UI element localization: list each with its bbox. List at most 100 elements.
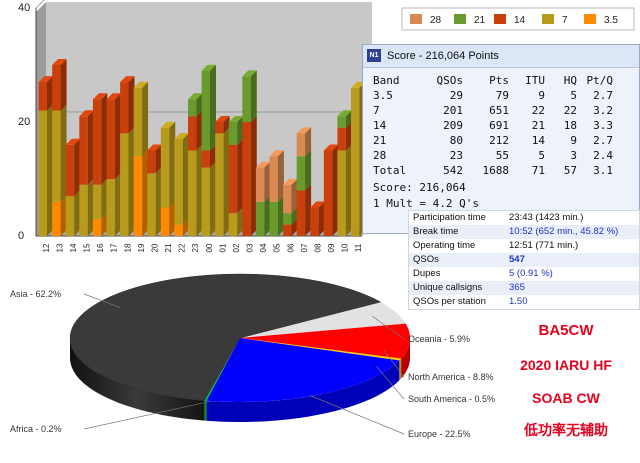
bar-side bbox=[87, 178, 94, 236]
stat-label: QSOs per station bbox=[413, 296, 486, 307]
score-cell: Pt/Q bbox=[586, 74, 614, 87]
bar-side bbox=[291, 218, 298, 236]
x-tick-label: 21 bbox=[164, 243, 173, 252]
score-cell: 3.5 bbox=[373, 89, 393, 102]
score-cell: 23 bbox=[449, 149, 463, 162]
bar-segment bbox=[201, 144, 217, 168]
bar-segment bbox=[92, 178, 108, 219]
x-tick-label: 07 bbox=[300, 243, 309, 252]
bar-side bbox=[345, 121, 352, 151]
x-tick-label: 01 bbox=[218, 243, 227, 252]
pie-slice-north-america bbox=[240, 323, 411, 359]
stat-value: 1.50 bbox=[509, 296, 528, 307]
bar-front bbox=[228, 213, 238, 236]
bar-segment bbox=[120, 76, 135, 134]
bar-segment bbox=[269, 195, 284, 236]
legend-label: 14 bbox=[514, 15, 526, 26]
bar-side bbox=[277, 195, 284, 236]
bar-front bbox=[106, 99, 115, 179]
score-cell: 21 bbox=[373, 134, 387, 147]
continent-pie-chart: Oceania - 5.9% North America - 8.8% South … bbox=[10, 273, 495, 439]
bar-side bbox=[318, 201, 325, 236]
bar-segment bbox=[160, 121, 176, 208]
bar-side bbox=[101, 93, 108, 185]
continent-pie-panel: Oceania - 5.9% North America - 8.8% South … bbox=[0, 262, 640, 458]
stat-label: QSOs bbox=[413, 254, 439, 265]
bar-segment bbox=[215, 116, 230, 134]
legend-swatch bbox=[542, 14, 554, 24]
pie-side-north-america bbox=[401, 338, 410, 379]
bar-segment bbox=[174, 218, 189, 236]
bar-front bbox=[65, 196, 75, 236]
bar-segment bbox=[106, 93, 121, 179]
score-cell: ITU bbox=[525, 74, 545, 87]
score-cell: 80 bbox=[449, 134, 463, 147]
bar-side bbox=[196, 93, 203, 117]
pie-leader-line bbox=[310, 395, 405, 435]
bar-front bbox=[269, 156, 278, 202]
bar-segment bbox=[174, 133, 189, 225]
bar-side bbox=[142, 81, 149, 157]
score-cell: 57 bbox=[563, 164, 577, 177]
bar-side bbox=[87, 110, 94, 185]
score-cell: QSOs bbox=[436, 74, 464, 87]
bar-side bbox=[250, 116, 257, 236]
bar-top bbox=[201, 64, 217, 71]
pie-slice-south-america bbox=[240, 338, 402, 361]
bar-front bbox=[201, 167, 211, 236]
stat-value: 12:51 (771 min.) bbox=[509, 240, 579, 251]
pie-slice-oceania bbox=[240, 302, 406, 338]
bar-side bbox=[305, 150, 312, 191]
bar-side bbox=[169, 201, 176, 236]
bar-front bbox=[283, 213, 292, 225]
stat-label: Break time bbox=[413, 226, 459, 237]
legend-label: 21 bbox=[474, 15, 486, 26]
score-table: Band QSOs Pts ITU HQ Pt/Q 3.5 29 79 9 5 2.7 7 201 651 2… bbox=[373, 73, 613, 178]
bar-segment bbox=[147, 167, 162, 236]
bar-front bbox=[92, 99, 102, 185]
bar-side bbox=[114, 93, 121, 179]
stat-label: Operating time bbox=[413, 240, 476, 251]
statistics-panel: Participation time 23:43 (1423 min.) Break… bbox=[408, 210, 640, 310]
pie-label-europe: Europe - 22.5% bbox=[408, 429, 471, 439]
bar-front bbox=[38, 82, 48, 111]
bar-side bbox=[345, 110, 352, 128]
bar-segment bbox=[160, 201, 176, 236]
bar-front bbox=[310, 207, 319, 236]
bar-top bbox=[120, 76, 135, 83]
bar-front bbox=[133, 87, 143, 157]
bar-front bbox=[187, 116, 197, 151]
pie-label-north-america: North America - 8.8% bbox=[408, 372, 494, 382]
bar-side bbox=[47, 104, 54, 236]
bar-front bbox=[201, 70, 211, 151]
x-tick-label: 03 bbox=[246, 243, 255, 252]
bar-side bbox=[210, 144, 217, 168]
contest-annotation: 2020 IARU HF bbox=[520, 357, 612, 373]
x-tick-label: 23 bbox=[191, 243, 200, 252]
bar-top bbox=[255, 161, 271, 168]
score-window-titlebar[interactable]: N1 Score - 216,064 Points bbox=[363, 45, 639, 68]
score-cell: 209 bbox=[443, 119, 463, 132]
bar-front bbox=[337, 150, 346, 236]
stat-row: Dupes 5 (0.91 %) bbox=[409, 267, 639, 281]
bar-side bbox=[237, 116, 244, 145]
power-annotation: 低功率无辅助 bbox=[524, 422, 608, 438]
pie-side-africa bbox=[204, 400, 207, 421]
bar-side bbox=[196, 110, 203, 151]
pie-leader-line bbox=[83, 293, 121, 308]
bar-side bbox=[237, 138, 244, 214]
bar-front bbox=[215, 122, 224, 134]
score-window[interactable]: N1 Score - 216,064 Points Band QSOs Pts ITU… bbox=[362, 44, 640, 234]
bar-segment bbox=[92, 212, 108, 236]
bar-top bbox=[228, 116, 244, 122]
x-tick-label: 19 bbox=[137, 243, 146, 252]
bar-side bbox=[237, 207, 244, 236]
bar-top bbox=[38, 76, 54, 83]
score-cell: 3.3 bbox=[593, 119, 613, 132]
pie-leader-line bbox=[375, 365, 405, 400]
bar-side bbox=[264, 161, 271, 202]
bar-side bbox=[291, 207, 298, 225]
legend-swatch bbox=[410, 14, 422, 24]
stat-value: 365 bbox=[509, 282, 525, 293]
x-tick-label: 17 bbox=[110, 243, 119, 252]
